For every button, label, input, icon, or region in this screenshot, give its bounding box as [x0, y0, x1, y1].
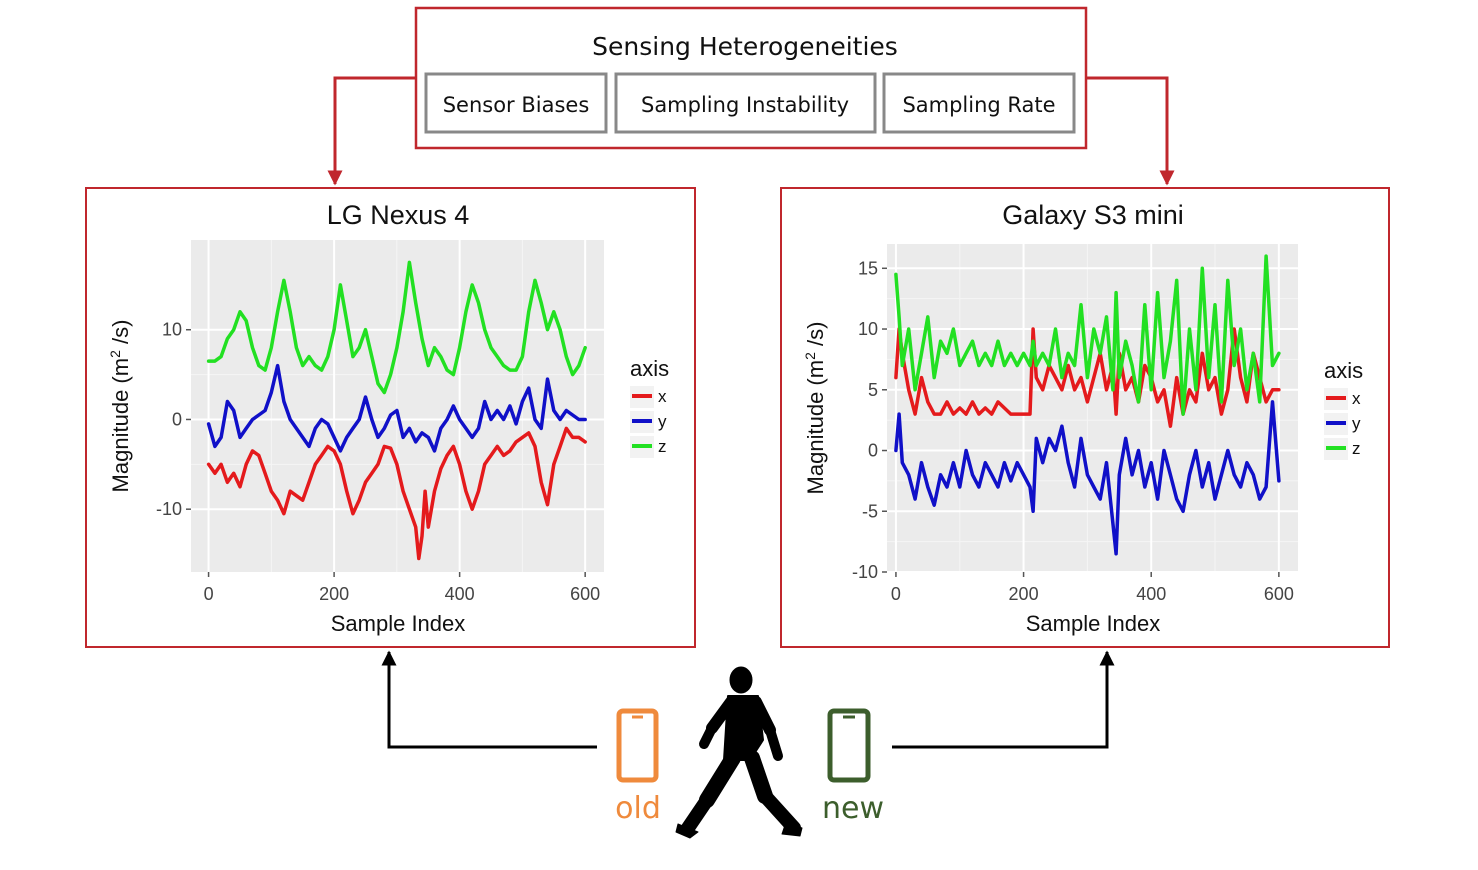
arrow-to-galaxy-s3: [1086, 76, 1175, 186]
x-tick-label: 200: [319, 584, 349, 604]
chart-title: LG Nexus 4: [327, 200, 470, 230]
legend-label-z: z: [1352, 439, 1361, 458]
y-tick-label: 0: [172, 409, 182, 429]
series-line-x: [894, 327, 1281, 428]
sampling-instability-box: [614, 72, 877, 134]
walking-person-icon: [675, 666, 803, 839]
old-phone-icon: [616, 708, 659, 783]
y-axis-label: Magnitude (m2 /s): [107, 320, 133, 493]
legend: axis xyz: [1324, 358, 1363, 460]
arrow-old-to-lg-nexus: [381, 650, 597, 749]
lg-nexus-chart: LG Nexus 4 0 200 400 600 -10 0 10 Sample Index…: [107, 200, 669, 636]
series-line-z: [894, 254, 1281, 416]
plot-panel: [191, 240, 604, 572]
y-tick-label: 10: [858, 319, 878, 339]
y-tick-label: -10: [156, 499, 182, 519]
x-tick-label: 600: [570, 584, 600, 604]
arrow-new-to-galaxy-s3: [892, 650, 1115, 749]
grid-lines: [887, 244, 1298, 573]
sampling-rate-label: Sampling Rate: [902, 93, 1055, 117]
y-tick-label: 5: [868, 380, 878, 400]
old-device-label: old: [615, 791, 661, 826]
x-tick-label: 600: [1264, 584, 1294, 604]
series-line-x: [206, 426, 587, 561]
y-tick-label: -10: [852, 562, 878, 582]
legend-label-y: y: [1352, 414, 1361, 433]
new-phone-icon: [827, 708, 871, 783]
x-tick-label: 400: [1136, 584, 1166, 604]
x-tick-label: 200: [1009, 584, 1039, 604]
y-tick-label: 15: [858, 258, 878, 278]
series-line-y: [894, 400, 1281, 556]
legend-label-z: z: [658, 437, 667, 456]
y-label-main: Magnitude (m: [803, 360, 828, 495]
x-axis-label: Sample Index: [331, 611, 466, 636]
series-line-z: [206, 260, 587, 395]
arrow-to-lg-nexus: [327, 76, 416, 186]
y-label-main: Magnitude (m: [108, 358, 133, 493]
series-lines: [894, 254, 1281, 556]
x-tick-label: 0: [204, 584, 214, 604]
series-line-y: [206, 363, 587, 453]
y-label-unit: /s): [803, 322, 828, 353]
legend-label-x: x: [1352, 389, 1361, 408]
y-tick-label: 10: [162, 320, 182, 340]
axis-ticks: 0 200 400 600 -10 -5 0 5 10 15: [852, 258, 1294, 604]
header-title: Sensing Heterogeneities: [592, 32, 898, 61]
legend-label-y: y: [658, 412, 667, 431]
new-device-label: new: [822, 791, 884, 826]
x-axis-label: Sample Index: [1026, 611, 1161, 636]
chart-title: Galaxy S3 mini: [1002, 200, 1184, 230]
series-lines: [206, 260, 587, 561]
galaxy-s3-chart: Galaxy S3 mini 0 200 400 600 -10 -5 0 5 10 15 Sam…: [802, 200, 1363, 636]
axis-ticks: 0 200 400 600 -10 0 10: [156, 320, 600, 604]
y-axis-label: Magnitude (m2 /s): [802, 322, 828, 495]
sampling-instability-label: Sampling Instability: [641, 93, 849, 117]
sampling-rate-box: [882, 72, 1076, 134]
legend-title: axis: [630, 356, 669, 381]
y-tick-label: -5: [862, 501, 878, 521]
y-label-superscript: 2: [107, 350, 123, 358]
legend: axis xyz: [630, 356, 669, 458]
y-tick-label: 0: [868, 441, 878, 461]
sensor-biases-label: Sensor Biases: [443, 93, 590, 117]
y-label-unit: /s): [108, 320, 133, 351]
heterogeneity-header: Sensing Heterogeneities Sensor Biases Sa…: [414, 6, 1088, 150]
y-label-superscript: 2: [802, 352, 818, 360]
x-tick-label: 0: [891, 584, 901, 604]
legend-title: axis: [1324, 358, 1363, 383]
x-tick-label: 400: [445, 584, 475, 604]
legend-label-x: x: [658, 387, 667, 406]
sensor-biases-box: [424, 72, 608, 134]
